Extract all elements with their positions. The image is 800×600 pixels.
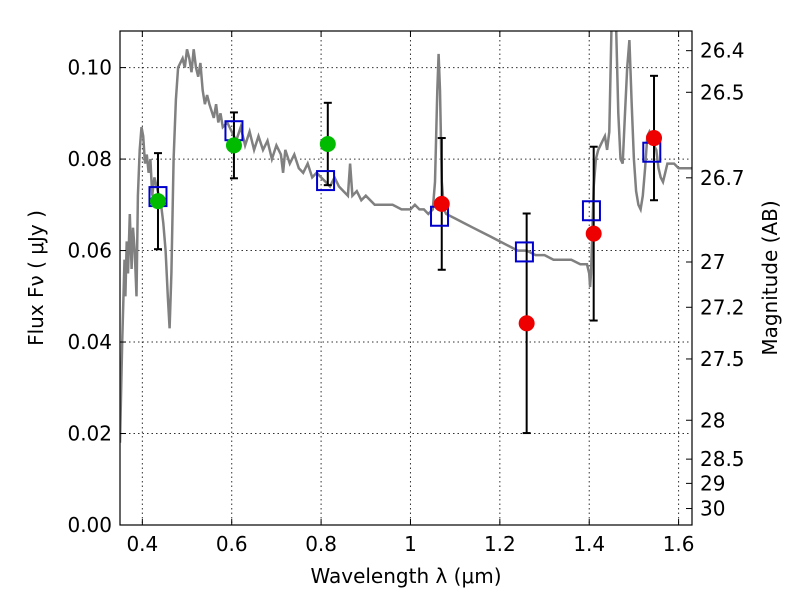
mag-tick-label: 28.5 <box>700 447 745 471</box>
observed-photometry-point <box>585 225 602 242</box>
y-axis-ticks: 0.00 0.02 0.04 0.06 0.08 0.10 <box>67 56 126 537</box>
x-tick-label: 1 <box>404 532 417 556</box>
plot-frame <box>119 30 693 526</box>
model-spectrum-line <box>120 31 692 443</box>
y-tick-label: 0.10 <box>67 56 112 80</box>
observed-photometry-markers <box>149 130 663 332</box>
x-tick-label: 0.4 <box>126 532 158 556</box>
observed-photometry-point <box>225 137 242 154</box>
mag-tick-label: 26.7 <box>700 166 745 190</box>
x-tick-label: 1.2 <box>484 532 516 556</box>
model-photometry-square <box>514 241 534 263</box>
y-axis-title: Flux Fν ( μJy ) <box>24 210 48 346</box>
x-tick-label: 1.6 <box>663 532 695 556</box>
mag-tick-label: 26.4 <box>700 39 745 63</box>
observed-photometry-point <box>646 130 663 147</box>
observed-photometry-point <box>433 195 450 212</box>
y-tick-label: 0.04 <box>67 330 112 354</box>
plot-content <box>120 31 692 443</box>
x-tick-label: 1.4 <box>573 532 605 556</box>
observed-photometry-point <box>518 315 535 332</box>
model-photometry-square <box>581 200 601 222</box>
grid-lines <box>120 31 692 525</box>
x-tick-label: 0.6 <box>216 532 248 556</box>
mag-tick-label: 26.5 <box>700 80 745 104</box>
mag-tick-label: 27.2 <box>700 295 745 319</box>
mag-tick-label: 28 <box>700 408 725 432</box>
observed-photometry-point <box>149 193 166 210</box>
y-tick-label: 0.02 <box>67 422 112 446</box>
mag-tick-label: 29 <box>700 471 725 495</box>
mag-tick-label: 30 <box>700 497 725 521</box>
model-photometry-square <box>316 170 336 192</box>
x-tick-label: 0.8 <box>305 532 337 556</box>
x-axis-ticks: 0.4 0.6 0.8 1 1.2 1.4 1.6 <box>126 31 695 556</box>
y-tick-label: 0.00 <box>67 513 112 537</box>
model-photometry-markers <box>148 120 662 263</box>
observed-photometry-point <box>319 135 336 152</box>
y-tick-label: 0.08 <box>67 147 112 171</box>
mag-tick-label: 27.5 <box>700 347 745 371</box>
y-tick-label: 0.06 <box>67 239 112 263</box>
mag-tick-label: 27 <box>700 250 725 274</box>
x-axis-title: Wavelength λ (μm) <box>310 564 501 588</box>
y2-axis-title: Magnitude (AB) <box>758 200 782 355</box>
